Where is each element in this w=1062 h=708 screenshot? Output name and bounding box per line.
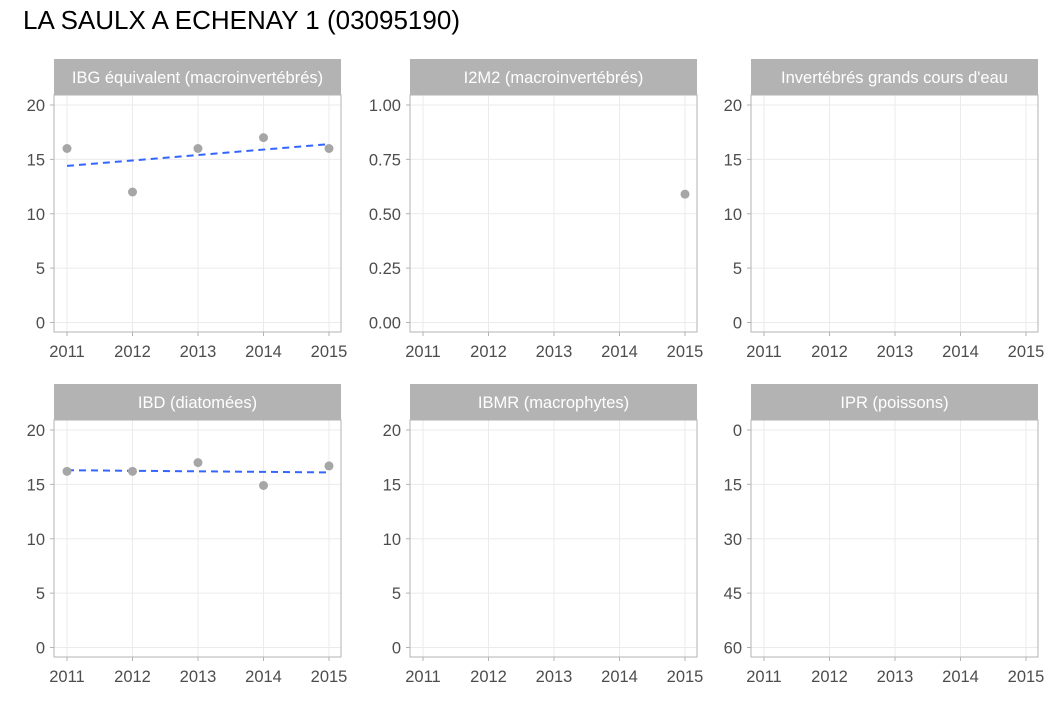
y-tick-label: 10: [27, 206, 45, 224]
page-title: LA SAULX A ECHENAY 1 (03095190): [23, 5, 460, 35]
x-tick-label: 2011: [49, 668, 84, 686]
x-tick-label: 2012: [114, 668, 151, 686]
strip-title: IBMR (macrophytes): [478, 394, 629, 412]
data-point: [128, 187, 137, 197]
x-tick-label: 2011: [405, 343, 440, 361]
strip-title: I2M2 (macroinvertébrés): [464, 69, 644, 87]
trend-line: [66, 143, 330, 167]
y-tick-label: 0: [733, 422, 742, 440]
x-tick-label: 2014: [601, 668, 638, 686]
x-tick-label: 2015: [1008, 343, 1045, 361]
trend-line: [66, 469, 330, 474]
y-tick-label: 10: [27, 531, 45, 549]
facet-panel-1: IBG équivalent (macroinvertébrés) 0 5 10 15 2…: [27, 59, 348, 361]
strip-background: [54, 384, 341, 420]
x-tick-label: 2015: [667, 343, 704, 361]
data-point: [128, 466, 137, 476]
facet-panel-5: IBMR (macrophytes) 0 5 10 15 20 2011 2012 2013 20…: [383, 384, 704, 686]
x-tick-label: 2015: [667, 668, 704, 686]
y-tick-label: 1.00: [369, 97, 401, 115]
y-tick-label: 20: [27, 422, 45, 440]
y-tick-label: 15: [724, 151, 742, 169]
x-tick-label: 2015: [311, 668, 348, 686]
x-tick-label: 2012: [811, 668, 848, 686]
strip-title: IBG équivalent (macroinvertébrés): [72, 69, 323, 87]
y-tick-label: 0.50: [369, 206, 401, 224]
x-tick-label: 2013: [180, 668, 217, 686]
y-tick-label: 15: [383, 476, 401, 494]
data-point: [324, 144, 334, 153]
y-tick-label: 0.25: [369, 260, 401, 278]
panel-border: [750, 94, 1039, 333]
x-tick-label: 2011: [405, 668, 440, 686]
y-tick-label: 30: [724, 531, 742, 549]
data-point: [680, 189, 690, 199]
panel-border: [53, 419, 342, 658]
y-tick-label: 20: [27, 97, 45, 115]
panel-border: [409, 419, 698, 658]
x-tick-label: 2011: [746, 668, 781, 686]
facet-panel-3: Invertébrés grands cours d'eau 0 5 10 15 20 20…: [724, 59, 1045, 361]
panel-border: [409, 94, 698, 333]
data-point: [259, 133, 268, 143]
y-tick-label: 0: [36, 640, 45, 658]
y-tick-label: 5: [36, 260, 45, 278]
strip-title: IPR (poissons): [840, 394, 948, 412]
strip-title: IBD (diatomées): [138, 394, 257, 412]
y-tick-label: 5: [733, 260, 742, 278]
y-tick-label: 15: [724, 476, 742, 494]
data-point: [193, 144, 203, 153]
y-tick-label: 20: [383, 422, 401, 440]
strip-background: [54, 59, 341, 95]
strip-background: [751, 384, 1038, 420]
y-tick-label: 5: [36, 585, 45, 603]
data-point: [62, 144, 72, 153]
x-tick-label: 2012: [470, 343, 507, 361]
x-tick-label: 2014: [942, 343, 979, 361]
strip-background: [410, 59, 697, 95]
y-tick-label: 10: [724, 206, 742, 224]
y-tick-label: 20: [724, 97, 742, 115]
x-tick-label: 2013: [536, 668, 573, 686]
strip-background: [410, 384, 697, 420]
x-tick-label: 2012: [114, 343, 151, 361]
strip-background: [751, 59, 1038, 95]
x-tick-label: 2013: [877, 668, 914, 686]
x-tick-label: 2014: [245, 668, 282, 686]
y-tick-label: 60: [724, 640, 742, 658]
x-tick-label: 2013: [180, 343, 217, 361]
y-tick-label: 10: [383, 531, 401, 549]
y-tick-label: 15: [27, 151, 45, 169]
x-tick-label: 2014: [601, 343, 638, 361]
data-point: [324, 461, 334, 471]
x-tick-label: 2014: [942, 668, 979, 686]
y-tick-label: 0.00: [369, 315, 401, 333]
data-point: [193, 458, 203, 468]
x-tick-label: 2012: [470, 668, 507, 686]
y-tick-label: 0: [36, 315, 45, 333]
y-tick-label: 0: [733, 315, 742, 333]
x-tick-label: 2012: [811, 343, 848, 361]
facet-panel-2: I2M2 (macroinvertébrés) 0.00 0.25 0.50 0.75 1…: [369, 59, 703, 361]
x-tick-label: 2011: [746, 343, 781, 361]
y-tick-label: 0: [392, 640, 401, 658]
x-tick-label: 2014: [245, 343, 282, 361]
panel-border: [750, 419, 1039, 658]
y-tick-label: 15: [27, 476, 45, 494]
x-tick-label: 2013: [877, 343, 914, 361]
x-tick-label: 2015: [1008, 668, 1045, 686]
strip-title: Invertébrés grands cours d'eau: [781, 69, 1008, 87]
y-tick-label: 0.75: [369, 151, 401, 169]
data-point: [62, 466, 72, 476]
data-point: [259, 480, 268, 490]
panel-border: [53, 94, 342, 333]
facet-panel-4: IBD (diatomées) 0 5 10 15 20 2011 2012 2013 2014 2…: [27, 384, 348, 686]
x-tick-label: 2013: [536, 343, 573, 361]
y-tick-label: 5: [392, 585, 401, 603]
x-tick-label: 2015: [311, 343, 348, 361]
y-tick-label: 45: [724, 585, 742, 603]
x-tick-label: 2011: [49, 343, 84, 361]
